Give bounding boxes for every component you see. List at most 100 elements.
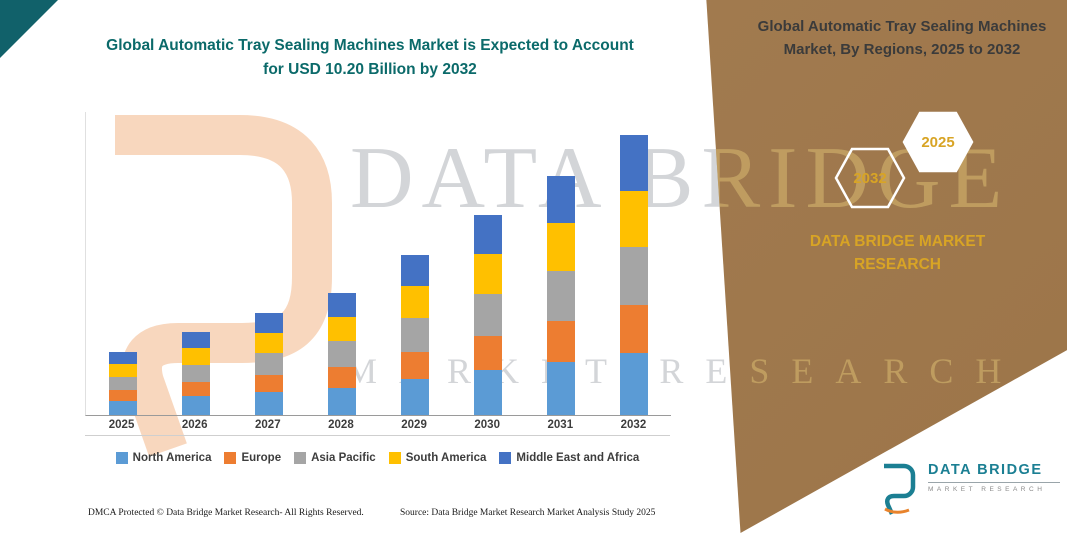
segment-north-america	[620, 353, 649, 415]
year-badge-2025: 2025	[901, 110, 975, 174]
legend-swatch	[388, 452, 401, 464]
x-axis-label: 2028	[328, 419, 354, 431]
segment-asia-pacific	[181, 365, 210, 383]
x-axis-label: 2026	[181, 419, 208, 431]
bar-2029	[401, 254, 430, 415]
bar-2028	[327, 292, 356, 415]
segment-europe	[547, 320, 576, 362]
segment-north-america	[254, 391, 283, 415]
legend-swatch	[115, 452, 128, 464]
hexagon-outline-icon	[834, 147, 906, 209]
segment-asia-pacific	[474, 294, 503, 337]
segment-asia-pacific	[620, 247, 649, 306]
panel-brand-text: DATA BRIDGE MARKET RESEARCH	[809, 233, 986, 274]
segment-south-america	[474, 254, 503, 295]
segment-middle-east-and-africa	[620, 135, 649, 192]
segment-south-america	[401, 285, 430, 318]
segment-north-america	[401, 379, 430, 415]
lockup-text: DATA BRIDGE MARKET RESEARCH	[928, 462, 1060, 493]
bar-slot	[241, 312, 297, 415]
segment-south-america	[620, 191, 649, 248]
segment-north-america	[108, 400, 137, 415]
bar-slot	[606, 135, 662, 415]
bar-slot	[460, 214, 516, 415]
legend-item: South America	[388, 452, 487, 464]
x-axis-label: 2031	[547, 419, 574, 431]
legend-swatch	[294, 452, 307, 464]
dbmr-logo-watermark-icon	[80, 85, 335, 465]
segment-north-america	[547, 361, 576, 415]
bar-slot	[533, 175, 589, 415]
segment-middle-east-and-africa	[181, 332, 210, 349]
footer-source: Source: Data Bridge Market Research Mark…	[400, 508, 656, 518]
plot-area	[85, 112, 671, 416]
segment-europe	[327, 366, 356, 388]
segment-south-america	[108, 364, 137, 377]
plot-bars	[86, 112, 671, 415]
segment-europe	[254, 374, 283, 392]
segment-asia-pacific	[547, 270, 576, 321]
legend-item: Middle East and Africa	[499, 452, 639, 464]
segment-asia-pacific	[401, 318, 430, 352]
segment-south-america	[327, 316, 356, 342]
bar-slot	[387, 254, 443, 415]
chart-legend: North America Europe Asia Pacific South Ame…	[85, 452, 670, 464]
segment-north-america	[474, 370, 503, 415]
segment-south-america	[181, 348, 210, 366]
segment-europe	[401, 351, 430, 379]
legend-label: North America	[132, 452, 212, 464]
segment-europe	[620, 305, 649, 353]
year-badge-2032: 2032	[833, 146, 907, 210]
badge-year-front: 2025	[921, 133, 955, 151]
hexagon-filled-icon	[902, 111, 974, 173]
badge-year-back: 2032	[853, 169, 887, 187]
segment-north-america	[327, 387, 356, 415]
dbmr-logo-icon	[884, 463, 916, 515]
segment-asia-pacific	[254, 353, 283, 375]
segment-middle-east-and-africa	[547, 175, 576, 223]
legend-item: North America	[115, 452, 212, 464]
lockup-divider	[928, 482, 1060, 483]
segment-middle-east-and-africa	[254, 312, 283, 333]
segment-north-america	[181, 396, 210, 415]
x-axis-label: 2025	[108, 419, 135, 431]
brand-lockup: DATA BRIDGE MARKET RESEARCH	[878, 462, 1060, 516]
bar-2032	[620, 135, 649, 415]
bar-2030	[474, 214, 503, 415]
legend-label: South America	[405, 452, 487, 464]
x-axis-label: 2029	[401, 419, 427, 431]
bar-2031	[547, 175, 576, 415]
x-axis-labels: 2025 2026 2027 2028 2029 2030 2031 2032	[85, 419, 670, 436]
legend-swatch	[499, 452, 512, 464]
segment-south-america	[547, 222, 576, 271]
legend-label: Asia Pacific	[311, 452, 376, 464]
segment-asia-pacific	[327, 341, 356, 367]
segment-europe	[474, 336, 503, 371]
segment-middle-east-and-africa	[327, 292, 356, 317]
x-axis-label: 2032	[620, 419, 647, 431]
legend-label: Europe	[241, 452, 282, 464]
bar-slot	[314, 292, 370, 415]
legend-item: Asia Pacific	[294, 452, 376, 464]
segment-middle-east-and-africa	[474, 214, 503, 255]
chart-title: Global Automatic Tray Sealing Machines M…	[106, 37, 634, 79]
footer-dmca: DMCA Protected © Data Bridge Market Rese…	[88, 508, 364, 518]
bar-2025	[108, 351, 137, 415]
bar-2026	[181, 332, 210, 415]
corner-accent-triangle	[0, 0, 58, 58]
x-axis-label: 2027	[255, 419, 281, 431]
legend-swatch	[224, 452, 237, 464]
x-axis-label: 2030	[474, 419, 500, 431]
segment-middle-east-and-africa	[108, 351, 137, 365]
segment-middle-east-and-africa	[401, 254, 430, 286]
lockup-name: DATA BRIDGE	[928, 462, 1043, 478]
segment-asia-pacific	[108, 376, 137, 391]
panel-title: Global Automatic Tray Sealing Machines M…	[757, 18, 1047, 58]
bar-2027	[254, 312, 283, 415]
bar-slot	[95, 351, 151, 415]
segment-europe	[181, 382, 210, 397]
bar-slot	[168, 332, 224, 415]
lockup-subtitle: MARKET RESEARCH	[928, 486, 1046, 493]
segment-europe	[108, 390, 137, 401]
